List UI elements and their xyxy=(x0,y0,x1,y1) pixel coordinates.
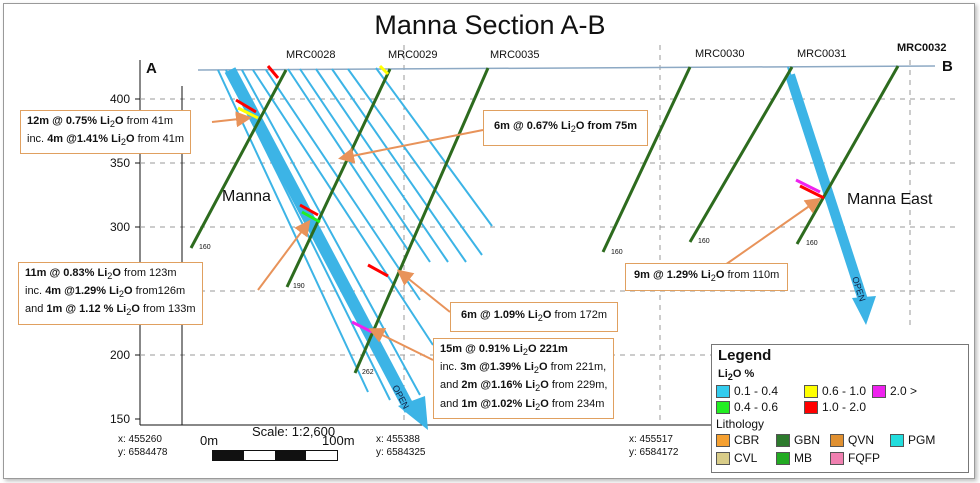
legend-grade-label: 0.4 - 0.6 xyxy=(734,400,779,414)
intercept-note-mrc0028: 12m @ 0.75% Li2O from 41m inc. 4m @1.41%… xyxy=(20,110,192,155)
hole-label-mrc0032: MRC0032 xyxy=(897,42,947,54)
legend-swatch xyxy=(830,434,844,447)
coord-2: x: 455388 y: 6584325 xyxy=(376,434,426,458)
legend-swatch xyxy=(804,385,818,398)
y-tick-350: 350 xyxy=(109,156,130,170)
legend-grade-label: 1.0 - 2.0 xyxy=(822,400,867,414)
depth-label: 190 xyxy=(293,283,305,290)
hole-label-mrc0030: MRC0030 xyxy=(695,48,745,60)
legend-swatch xyxy=(716,434,730,447)
depth-label: 160 xyxy=(611,249,623,256)
intercept-note-221m: 15m @ 0.91% Li2O 221m inc. 3m @1.39% Li2… xyxy=(433,338,615,419)
grid-lines xyxy=(140,45,955,425)
green-holes xyxy=(189,65,900,374)
open-arrowhead-east xyxy=(852,296,876,325)
depth-label: 160 xyxy=(199,244,211,251)
scale-end: 100m xyxy=(322,433,355,448)
depth-label: 160 xyxy=(806,240,818,247)
hole-label-mrc0028: MRC0028 xyxy=(286,49,336,61)
legend-lith-label: CBR xyxy=(734,433,760,447)
legend-lithology-title: Lithology xyxy=(716,417,765,431)
legend-swatch xyxy=(804,401,818,414)
legend-swatch xyxy=(890,434,904,447)
scale-start: 0m xyxy=(200,433,219,448)
legend-swatch xyxy=(716,452,730,465)
legend-grade-label: 2.0 > xyxy=(890,384,918,398)
y-tick-300: 300 xyxy=(109,220,130,234)
figure-title: Manna Section A-B xyxy=(374,10,606,40)
area-label-manna: Manna xyxy=(222,188,271,205)
section-line xyxy=(197,65,936,71)
legend-lith-label: CVL xyxy=(734,451,758,465)
intercept-note-mrc0029: 6m @ 0.67% Li2O from 75m xyxy=(483,110,648,147)
legend-swatch xyxy=(776,434,790,447)
legend-lith-label: QVN xyxy=(848,433,875,447)
legend-title: Legend xyxy=(718,347,772,364)
hole-label-mrc0029: MRC0029 xyxy=(388,49,438,61)
intercept-note-mrc0035: 11m @ 0.83% Li2O from 123m inc. 4m @1.29… xyxy=(18,262,203,325)
legend-lith-label: MB xyxy=(794,451,812,465)
legend-lith-label: PGM xyxy=(908,433,936,447)
legend-grade-label: 0.6 - 1.0 xyxy=(822,384,867,398)
area-label-manna-east: Manna East xyxy=(847,191,933,208)
y-tick-200: 200 xyxy=(109,348,130,362)
y-tick-400: 400 xyxy=(109,92,130,106)
intercept-note-manna-east: 9m @ 1.29% Li2O from 110m xyxy=(625,263,789,292)
legend-swatch xyxy=(776,452,790,465)
legend-swatch xyxy=(716,401,730,414)
coord-1: x: 455260 y: 6584478 xyxy=(118,434,168,458)
legend-swatch xyxy=(830,452,844,465)
depth-label: 262 xyxy=(362,369,374,376)
y-tick-150: 150 xyxy=(109,412,130,426)
scale-bar xyxy=(212,450,338,461)
hole-label-mrc0031: MRC0031 xyxy=(797,48,847,60)
annotation-arrows xyxy=(211,111,822,361)
legend-grade-label: 0.1 - 0.4 xyxy=(734,384,779,398)
section-end-b: B xyxy=(942,58,953,75)
legend-swatch xyxy=(716,385,730,398)
section-end-a: A xyxy=(146,60,157,77)
scale-label: Scale: 1:2,600 xyxy=(252,424,336,439)
legend: Legend Li2O % 0.1 - 0.4 0.4 - 0.6 0.6 - … xyxy=(711,344,969,473)
open-arrow-manna xyxy=(224,67,416,413)
intercept-note-172m: 6m @ 1.09% Li2O from 172m xyxy=(450,302,619,333)
open-arrowhead-manna xyxy=(398,396,428,430)
hole-label-mrc0035: MRC0035 xyxy=(490,49,540,61)
open-arrow-east xyxy=(785,73,868,302)
legend-grade-title: Li2O % xyxy=(718,368,755,383)
legend-lith-label: FQFP xyxy=(848,451,880,465)
coord-3: x: 455517 y: 6584172 xyxy=(629,434,679,458)
legend-swatch xyxy=(872,385,886,398)
depth-label: 160 xyxy=(698,238,710,245)
legend-lith-label: GBN xyxy=(794,433,821,447)
